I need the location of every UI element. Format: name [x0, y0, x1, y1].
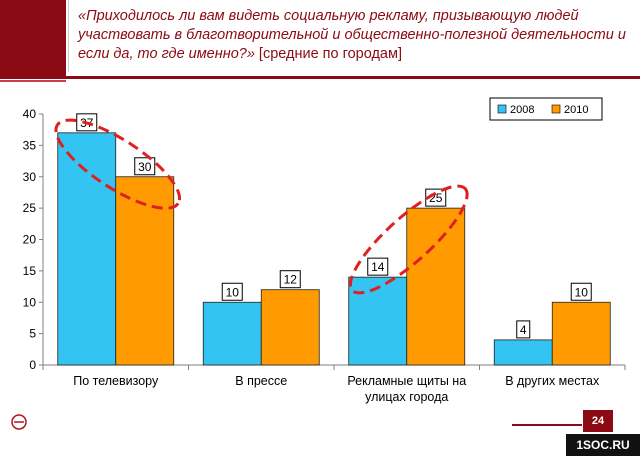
data-label: 4 [520, 323, 527, 337]
legend-swatch-2008 [497, 104, 507, 114]
bar-2008-3 [493, 339, 553, 366]
data-label: 30 [138, 160, 152, 174]
y-tick-label: 5 [29, 327, 36, 341]
bar-2010-1 [260, 289, 320, 366]
data-label: 12 [284, 273, 298, 287]
data-label: 10 [575, 285, 589, 299]
highlight-ellipse [348, 184, 469, 295]
legend-box [489, 97, 603, 121]
x-tick-label: Рекламные щиты на [347, 374, 466, 388]
footer-rule [512, 424, 582, 426]
y-tick-label: 40 [23, 107, 37, 121]
header-rule-accent [0, 80, 66, 82]
slide-title-suffix: [средние по городам] [258, 46, 402, 62]
legend-label: 2010 [564, 104, 588, 116]
y-tick-label: 30 [23, 170, 37, 184]
header-accent-block [0, 0, 66, 76]
x-tick-label: В других местах [505, 374, 600, 388]
data-label: 10 [226, 285, 240, 299]
bar-2010-3 [551, 301, 611, 366]
data-label-box [134, 157, 156, 176]
y-tick-label: 0 [29, 358, 36, 372]
page-number-badge: 24 [583, 410, 613, 432]
slide-title: «Приходилось ли вам видеть социальную ре… [78, 7, 633, 64]
data-label: 14 [371, 260, 385, 274]
watermark: 1SOC.RU [566, 434, 640, 456]
data-label-box [516, 320, 531, 339]
y-tick-label: 10 [23, 295, 37, 309]
legend-swatch-2010 [551, 104, 561, 114]
bar-2010-0 [115, 176, 175, 366]
bar-2008-0 [57, 132, 117, 366]
data-label-box [570, 282, 592, 301]
data-label-box [367, 257, 389, 276]
highlight-ellipse [54, 118, 182, 210]
x-tick-label: улицах города [365, 390, 448, 404]
y-tick-label: 20 [23, 233, 37, 247]
bar-2010-2 [406, 207, 466, 366]
header-rule [0, 76, 640, 79]
x-tick-label: В прессе [235, 374, 287, 388]
header-divider [68, 0, 69, 72]
logo-icon [11, 414, 27, 430]
y-tick-label: 25 [23, 201, 37, 215]
data-label-box [425, 188, 447, 207]
slide-title-question: «Приходилось ли вам видеть социальную ре… [78, 8, 626, 62]
bar-2008-1 [202, 301, 262, 366]
x-tick-label: По телевизору [73, 374, 159, 388]
y-tick-label: 35 [23, 138, 37, 152]
legend-label: 2008 [510, 104, 534, 116]
y-tick-label: 15 [23, 264, 37, 278]
data-label-box [279, 270, 301, 289]
bar-2008-2 [348, 276, 408, 366]
data-label-box [221, 282, 243, 301]
